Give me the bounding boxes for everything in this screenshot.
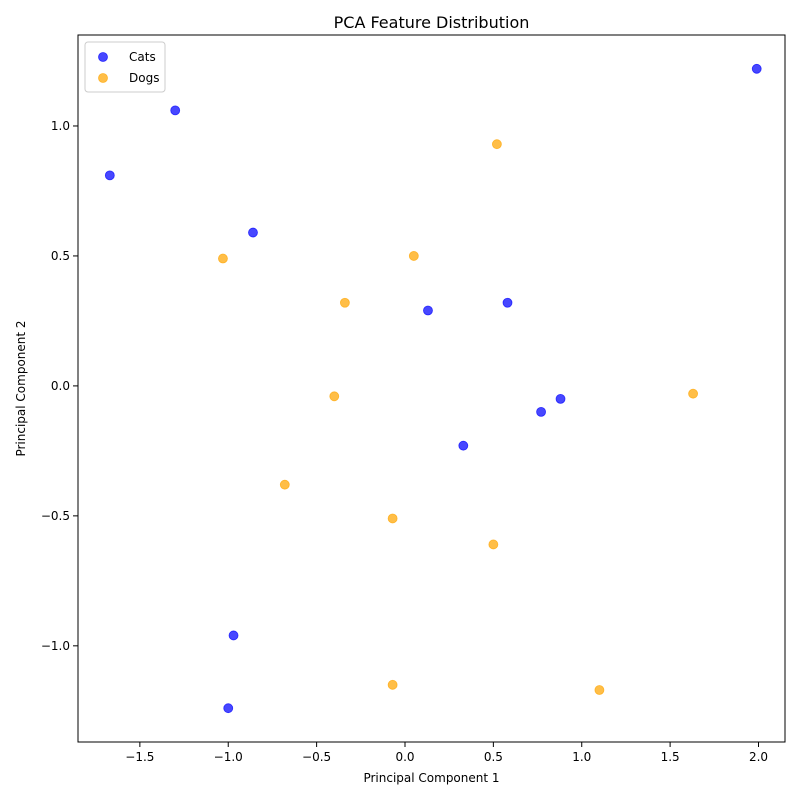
dogs-point (594, 685, 605, 695)
y-tick-label: 0.5 (51, 249, 70, 263)
cats-point (423, 305, 433, 316)
cats-point (536, 406, 546, 417)
cats-point (751, 63, 762, 74)
x-tick-label: 0.0 (395, 750, 414, 764)
cats-point (228, 630, 239, 641)
plot-area (77, 34, 786, 743)
x-axis: −1.5 −1.0 −0.5 0.0 0.5 1.0 1.5 2.0 (125, 742, 768, 764)
y-tick-label: −1.0 (41, 639, 70, 653)
cats-point (502, 297, 513, 308)
cats-point (248, 227, 258, 238)
y-tick-label: 0.0 (51, 379, 70, 393)
dogs-point (387, 513, 398, 524)
dogs-point (329, 391, 340, 402)
legend-label-dogs: Dogs (129, 71, 159, 85)
x-tick-label: −0.5 (302, 750, 331, 764)
dogs-point (491, 139, 502, 150)
dogs-point (279, 479, 290, 490)
dogs-point (408, 251, 419, 261)
x-tick-label: −1.5 (125, 750, 154, 764)
x-tick-label: 2.0 (749, 750, 768, 764)
dogs-point (218, 253, 228, 264)
cats-point (458, 440, 469, 451)
y-tick-label: 1.0 (51, 119, 70, 133)
dogs-point (387, 679, 398, 690)
legend-marker-dogs (98, 73, 108, 83)
legend-marker-cats (98, 52, 108, 62)
x-axis-label: Principal Component 1 (363, 771, 499, 785)
y-axis: −1.0 −0.5 0.0 0.5 1.0 (41, 119, 78, 653)
cats-point (223, 703, 234, 714)
x-tick-label: 1.5 (661, 750, 680, 764)
y-tick-label: −0.5 (41, 509, 70, 523)
legend: Cats Dogs (84, 41, 166, 93)
legend-label-cats: Cats (129, 50, 156, 64)
x-tick-label: −1.0 (214, 750, 243, 764)
x-tick-label: 0.5 (484, 750, 503, 764)
dogs-point (339, 297, 350, 308)
cats-point (104, 170, 115, 181)
chart-title: PCA Feature Distribution (334, 13, 530, 32)
x-tick-label: 1.0 (572, 750, 591, 764)
y-axis-label: Principal Component 2 (14, 320, 28, 456)
cats-point (170, 105, 181, 116)
cats-point (555, 393, 566, 404)
dogs-point (688, 388, 698, 399)
dogs-point (488, 539, 499, 550)
data-points (104, 63, 762, 714)
